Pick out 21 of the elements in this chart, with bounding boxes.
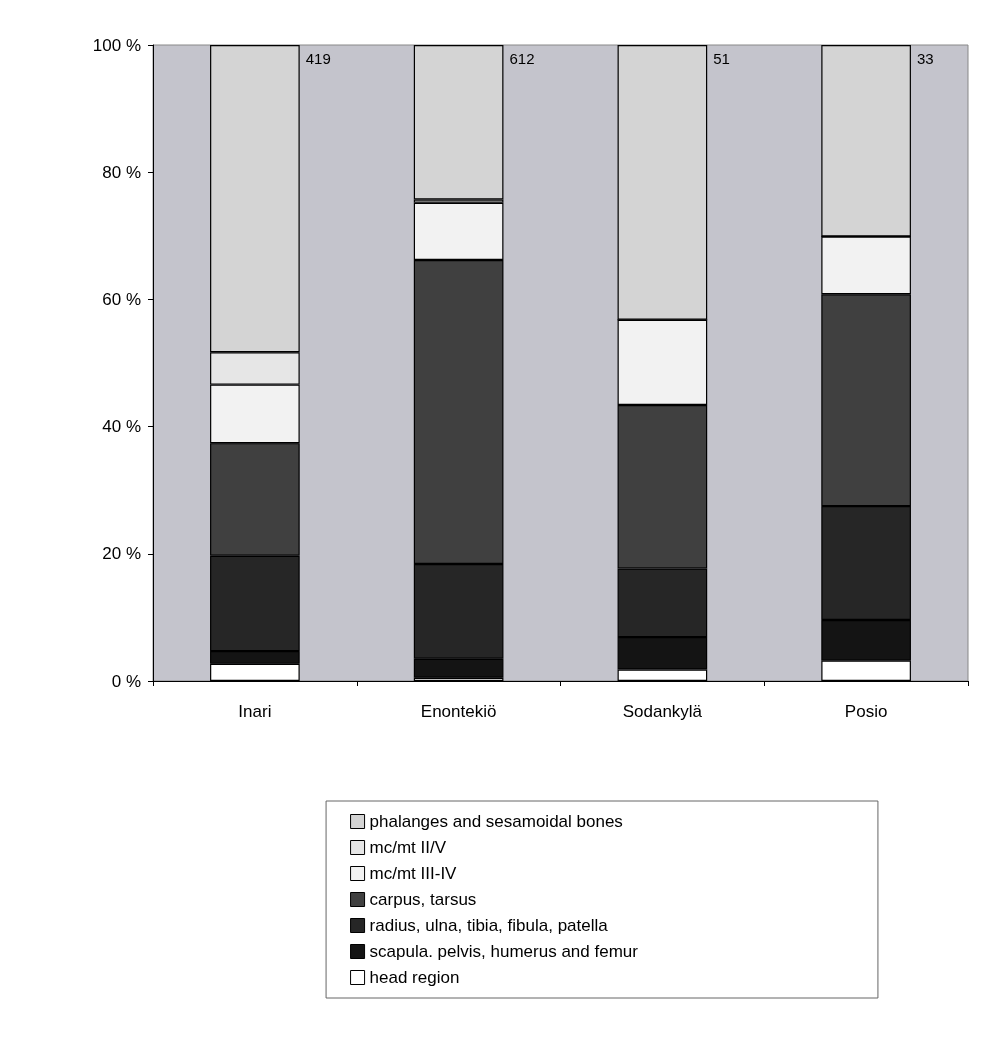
legend-label: mc/mt III-IV bbox=[369, 864, 458, 883]
annotation: 612 bbox=[509, 50, 535, 67]
legend-label: head region bbox=[369, 968, 460, 987]
legend-label: scapula. pelvis, humerus and femur bbox=[369, 942, 639, 961]
legend-label: mc/mt II/V bbox=[369, 838, 447, 857]
y-tick-label: 60 % bbox=[102, 289, 141, 309]
y-tick-label: 20 % bbox=[102, 544, 141, 564]
y-tick-label: 40 % bbox=[102, 417, 141, 437]
legend-label: carpus, tarsus bbox=[369, 890, 477, 909]
x-tick-label: Posio bbox=[844, 702, 888, 721]
legend-label: radius, ulna, tibia, fibula, patella bbox=[369, 916, 609, 935]
annotation: 51 bbox=[713, 50, 730, 67]
y-tick-label: 80 % bbox=[102, 162, 141, 182]
annotation: 419 bbox=[305, 50, 331, 67]
x-tick-label: Sodankylä bbox=[622, 702, 703, 721]
x-tick-label: Inari bbox=[238, 702, 272, 721]
y-tick-label: 100 % bbox=[92, 35, 141, 55]
x-tick-label: Enontekiö bbox=[420, 702, 497, 721]
annotation: 33 bbox=[916, 50, 934, 67]
legend-label: phalanges and sesamoidal bones bbox=[369, 812, 623, 831]
y-tick-label: 0 % bbox=[111, 671, 141, 691]
